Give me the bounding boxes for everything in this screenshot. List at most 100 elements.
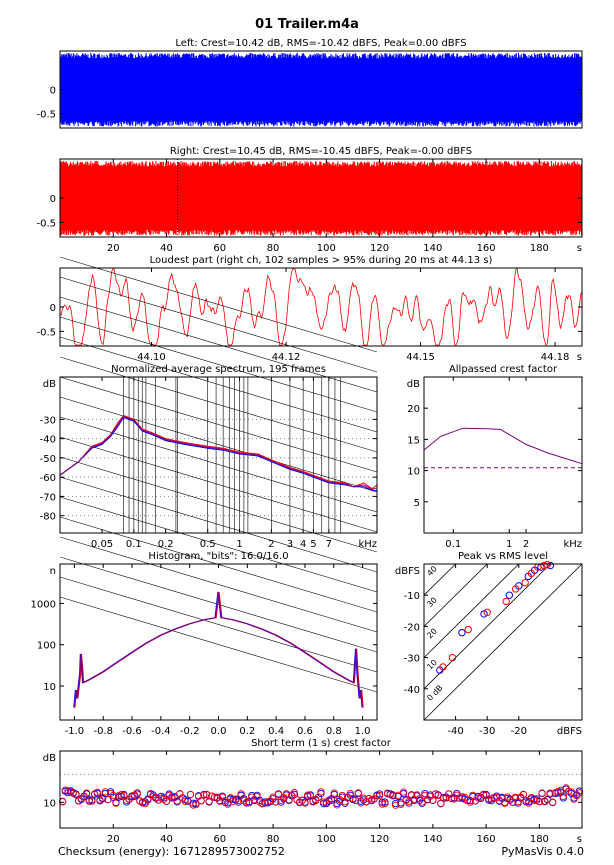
x-tick-label: 0.5	[200, 539, 216, 550]
crest-point	[474, 794, 482, 802]
crest-point	[192, 800, 200, 809]
x-tick-label: 120	[370, 834, 389, 845]
x-unit-label: s	[577, 243, 582, 254]
x-tick-label: 1.0	[355, 726, 371, 737]
crest-point	[328, 796, 336, 804]
series-line	[59, 414, 378, 490]
x-tick-label: 60	[213, 243, 226, 254]
crest-diagonal	[423, 563, 520, 658]
short_crest-panel: Short term (1 s) crest factor 10 20 40 60 80 1…	[43, 738, 583, 845]
crest-point	[330, 789, 338, 797]
crest-point	[112, 799, 120, 807]
x-tick-label: 2	[523, 539, 529, 550]
crest-point	[200, 791, 208, 799]
waveform-trace	[59, 52, 582, 127]
y-unit-label: dB	[407, 379, 420, 390]
crest-diagonal	[423, 563, 551, 690]
waveform-trace	[59, 161, 582, 236]
x-tick-label: 100	[317, 243, 336, 254]
x-tick-label: 0.2	[239, 726, 255, 737]
data-point	[505, 591, 514, 599]
slope-line	[59, 256, 378, 353]
y-tick-label: -60	[40, 473, 56, 484]
crest-point	[429, 796, 437, 804]
crest-point	[519, 790, 528, 799]
x-tick-label: 0.05	[91, 539, 113, 550]
crest-point	[381, 799, 389, 808]
checksum-label: Checksum (energy): 1671289573002752	[58, 845, 285, 858]
plot-title: Left: Crest=10.42 dB, RMS=-10.42 dBFS, P…	[175, 38, 466, 49]
crest-point	[304, 791, 312, 799]
crest-point	[559, 792, 568, 801]
crest-point	[272, 798, 280, 806]
x-tick-label: 0.1	[445, 539, 461, 550]
crest-point	[399, 788, 408, 796]
crest-point	[458, 793, 466, 801]
crest-point	[88, 797, 96, 805]
plot-title: Allpassed crest factor	[449, 364, 558, 375]
x-tick-label: 120	[370, 243, 389, 254]
plot-frame	[423, 376, 583, 534]
allpass-panel: Allpassed crest factor 20 15 10 5 0.1 1 2 kHz dB	[407, 364, 583, 550]
slope-line	[59, 456, 378, 553]
x-tick-label: -30	[479, 726, 495, 737]
slope-line	[59, 356, 378, 453]
slope-line	[59, 556, 378, 653]
slope-line	[59, 596, 378, 693]
plot-frame	[59, 563, 378, 721]
crest-point	[375, 791, 384, 800]
crest-point	[317, 788, 325, 796]
slope-line	[59, 536, 378, 633]
x-unit-label: s	[577, 352, 582, 363]
data-point	[527, 569, 536, 578]
crest-point	[237, 790, 245, 798]
y-tick-label: 0	[50, 194, 56, 205]
slope-line	[59, 316, 378, 413]
histogram-left	[73, 591, 363, 708]
slope-line	[59, 396, 378, 493]
x-tick-label: 1	[236, 539, 242, 550]
x-tick-label: -0.2	[180, 726, 200, 737]
x-tick-label: 0.6	[297, 726, 313, 737]
series-line	[423, 427, 583, 465]
x-tick-label: 44.12	[272, 352, 301, 363]
data-point	[439, 663, 447, 671]
x-tick-label: 0.4	[268, 726, 284, 737]
data-point	[458, 628, 466, 637]
x-unit-label: s	[577, 834, 582, 845]
x-tick-label: 180	[530, 243, 549, 254]
x-tick-label: 7	[326, 539, 332, 550]
y-tick-label: 15	[407, 435, 420, 446]
left-panel: Left: Crest=10.42 dB, RMS=-10.42 dBFS, P…	[36, 38, 583, 129]
crest-point	[242, 798, 251, 806]
crest-point	[93, 788, 101, 796]
y-tick-label: 1000	[31, 599, 56, 610]
y-tick-label: -40	[40, 435, 56, 446]
slope-line	[59, 276, 378, 373]
x-tick-label: 100	[317, 834, 336, 845]
crest-point	[538, 789, 546, 797]
x-tick-label: 20	[107, 834, 120, 845]
plot-title: Right: Crest=10.45 dB, RMS=-10.45 dBFS, …	[170, 146, 472, 157]
y-tick-label: -50	[40, 454, 56, 465]
x-tick-label: 3	[287, 539, 293, 550]
x-tick-label: 0.2	[158, 539, 174, 550]
plot-frame	[59, 267, 583, 347]
y-tick-label: 0	[50, 303, 56, 314]
x-tick-label: 60	[213, 834, 226, 845]
x-tick-label: -0.4	[151, 726, 171, 737]
x-tick-label: -0.8	[93, 726, 113, 737]
y-tick-label: -30	[404, 654, 420, 665]
data-point	[502, 597, 510, 606]
crest-point	[186, 790, 195, 799]
y-unit-label: dBFS	[395, 566, 420, 577]
series-line	[59, 415, 378, 491]
diagonal-label: 30	[425, 596, 439, 610]
crest-point	[354, 789, 362, 797]
x-tick-label: 160	[477, 243, 496, 254]
crest-point	[575, 789, 583, 797]
slope-line	[59, 476, 378, 573]
x-tick-label: 0.0	[211, 726, 227, 737]
data-point	[543, 560, 551, 569]
